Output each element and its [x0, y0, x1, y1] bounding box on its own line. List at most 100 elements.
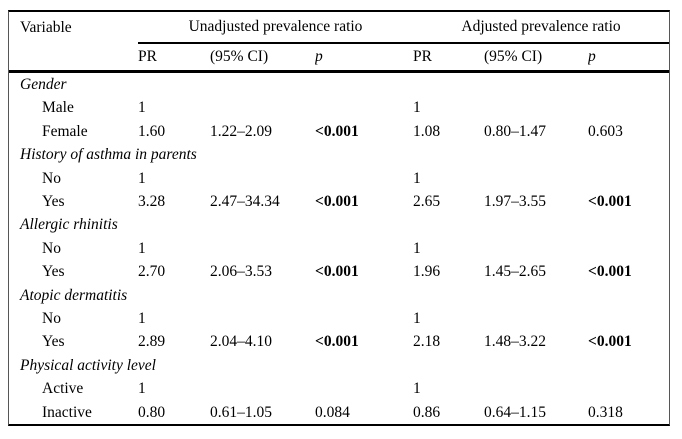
row-label: No: [42, 169, 61, 187]
table: Variable Unadjusted prevalence ratio Adj…: [9, 12, 670, 424]
row-label: Female: [42, 122, 88, 140]
table-header: Variable Unadjusted prevalence ratio Adj…: [9, 12, 670, 73]
cell-ci-adjusted: 0.80–1.47: [484, 122, 547, 140]
cell-pr-adjusted: 1.96: [413, 263, 441, 281]
cell-pr-adjusted: 1: [413, 239, 421, 257]
row-label: No: [42, 310, 61, 328]
cell-ci-adjusted: [484, 307, 588, 330]
column-header-ci-unadjusted: (95% CI): [210, 43, 315, 73]
row-label: Yes: [42, 263, 65, 281]
cell-p-unadjusted: [315, 237, 413, 260]
table-row: Yes 3.28 2.47–34.34 <0.001 2.65 1.97–3.55 <0.0…: [9, 190, 669, 213]
column-header-ci-adjusted: (95% CI): [484, 43, 589, 73]
section-row: Atopic dermatitis: [9, 284, 669, 307]
section-label: History of asthma in parents: [20, 146, 197, 164]
cell-p-adjusted: [588, 377, 669, 400]
table-row: Yes 2.70 2.06–3.53 <0.001 1.96 1.45–2.65 <0.00…: [9, 260, 669, 283]
cell-ci-unadjusted: [210, 237, 315, 260]
cell-p-unadjusted: [315, 377, 413, 400]
cell-pr-adjusted: 1: [413, 380, 421, 398]
table-row: No 1 1: [9, 237, 669, 260]
column-header-p-unadjusted: p: [315, 43, 414, 73]
cell-ci-unadjusted: 1.22–2.09: [210, 122, 272, 140]
cell-ci-unadjusted: 2.47–34.34: [210, 193, 280, 211]
row-label: Yes: [42, 193, 65, 211]
row-label: No: [42, 239, 61, 257]
column-header-pr-unadjusted: PR: [138, 43, 210, 73]
cell-pr-unadjusted: 2.89: [138, 333, 166, 351]
cell-p-unadjusted: <0.001: [315, 333, 359, 351]
section-row: Gender: [9, 72, 669, 97]
column-header-pr-adjusted: PR: [413, 43, 485, 73]
row-label: Inactive: [42, 403, 92, 421]
cell-p-unadjusted: [315, 96, 413, 119]
section-label: Gender: [20, 76, 67, 93]
table-row: Yes 2.89 2.04–4.10 <0.001 2.18 1.48–3.22 <0.00…: [9, 330, 669, 353]
table-row: No 1 1: [9, 307, 669, 330]
cell-pr-adjusted: 1: [413, 99, 421, 117]
cell-pr-unadjusted: 1: [138, 239, 146, 257]
cell-p-adjusted: [588, 167, 669, 190]
cell-p-adjusted: 0.603: [588, 122, 623, 140]
cell-pr-adjusted: 1.08: [413, 122, 441, 140]
cell-ci-adjusted: [484, 167, 588, 190]
cell-p-adjusted: <0.001: [588, 263, 632, 281]
cell-pr-unadjusted: 1: [138, 380, 146, 398]
cell-pr-unadjusted: 1: [138, 169, 146, 187]
cell-ci-adjusted: [484, 96, 588, 119]
cell-pr-unadjusted: 3.28: [138, 193, 166, 211]
table-row: Active 1 1: [9, 377, 669, 400]
cell-p-adjusted: [588, 237, 669, 260]
column-group-adjusted: Adjusted prevalence ratio: [413, 12, 670, 44]
cell-ci-adjusted: [484, 237, 588, 260]
cell-p-unadjusted: 0.084: [315, 403, 350, 421]
cell-ci-unadjusted: [210, 307, 315, 330]
table-row: Inactive 0.80 0.61–1.05 0.084 0.86 0.64–1.15 0…: [9, 401, 669, 424]
cell-pr-adjusted: 1: [413, 310, 421, 328]
section-row: History of asthma in parents: [9, 143, 669, 166]
cell-p-adjusted: [588, 307, 669, 330]
section-row: Physical activity level: [9, 354, 669, 377]
cell-p-unadjusted: <0.001: [315, 263, 359, 281]
cell-ci-adjusted: 1.97–3.55: [484, 193, 547, 211]
cell-ci-unadjusted: [210, 96, 315, 119]
table-row: Female 1.60 1.22–2.09 <0.001 1.08 0.80–1.47 0.…: [9, 120, 669, 143]
cell-pr-adjusted: 2.65: [413, 193, 441, 211]
row-label: Yes: [42, 333, 65, 351]
section-label: Atopic dermatitis: [20, 286, 128, 304]
section-row: Allergic rhinitis: [9, 213, 669, 236]
cell-pr-unadjusted: 1: [138, 99, 146, 117]
cell-p-unadjusted: [315, 167, 413, 190]
table-row: Male 1 1: [9, 96, 669, 119]
cell-ci-unadjusted: [210, 167, 315, 190]
column-header-p-adjusted: p: [588, 43, 670, 73]
cell-p-unadjusted: <0.001: [315, 122, 359, 140]
section-label: Physical activity level: [20, 356, 156, 374]
cell-ci-adjusted: 1.45–2.65: [484, 263, 547, 281]
cell-ci-unadjusted: 2.04–4.10: [210, 333, 272, 351]
cell-p-adjusted: <0.001: [588, 193, 632, 211]
cell-pr-unadjusted: 2.70: [138, 263, 166, 281]
column-header-variable: Variable: [9, 12, 138, 73]
cell-pr-adjusted: 0.86: [413, 403, 441, 421]
column-group-unadjusted: Unadjusted prevalence ratio: [138, 12, 414, 44]
cell-p-unadjusted: <0.001: [315, 193, 359, 211]
row-label: Active: [42, 380, 84, 398]
cell-p-adjusted: <0.001: [588, 333, 632, 351]
prevalence-ratio-table: Variable Unadjusted prevalence ratio Adj…: [8, 10, 670, 427]
cell-p-adjusted: 0.318: [588, 403, 623, 421]
cell-pr-unadjusted: 0.80: [138, 403, 166, 421]
cell-p-unadjusted: [315, 307, 413, 330]
table-row: No 1 1: [9, 167, 669, 190]
cell-pr-unadjusted: 1: [138, 310, 146, 328]
cell-ci-adjusted: [484, 377, 588, 400]
cell-pr-adjusted: 2.18: [413, 333, 441, 351]
section-label: Allergic rhinitis: [20, 216, 118, 234]
cell-ci-unadjusted: [210, 377, 315, 400]
cell-ci-adjusted: 0.64–1.15: [484, 403, 547, 421]
row-label: Male: [42, 99, 74, 117]
cell-ci-unadjusted: 2.06–3.53: [210, 263, 272, 281]
cell-ci-unadjusted: 0.61–1.05: [210, 403, 272, 421]
cell-pr-unadjusted: 1.60: [138, 122, 166, 140]
